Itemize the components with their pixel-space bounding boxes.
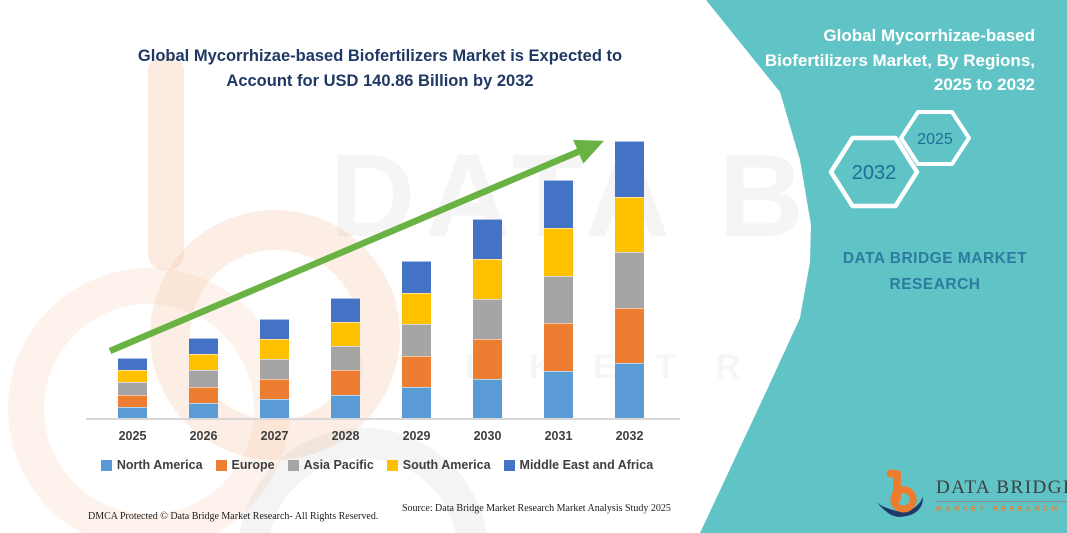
segment-europe <box>615 307 644 364</box>
segment-north-america <box>331 394 360 419</box>
segment-middle-east-and-africa <box>402 261 431 293</box>
segment-middle-east-and-africa <box>473 218 502 259</box>
legend-swatch <box>215 459 227 471</box>
segment-middle-east-and-africa <box>189 338 218 355</box>
segment-asia-pacific <box>118 382 147 395</box>
segment-europe <box>189 386 218 403</box>
segment-south-america <box>615 196 644 253</box>
legend-item-north-america: North America <box>100 458 203 472</box>
segment-asia-pacific <box>260 358 289 379</box>
segment-europe <box>473 338 502 379</box>
bar-2028 <box>331 297 360 419</box>
segment-north-america <box>118 406 147 419</box>
segment-north-america <box>189 402 218 419</box>
legend-label: South America <box>402 458 491 472</box>
bar-2032 <box>615 141 644 419</box>
segment-north-america <box>615 363 644 419</box>
x-tick-2026: 2026 <box>189 429 218 443</box>
legend-swatch <box>287 459 299 471</box>
bar-2027 <box>260 318 289 419</box>
legend-item-south-america: South America <box>386 458 491 472</box>
x-axis-line <box>86 418 680 420</box>
legend-swatch <box>386 459 398 471</box>
x-tick-2027: 2027 <box>260 429 289 443</box>
year-hexagons: 2032 2025 <box>828 110 971 209</box>
bar-2026 <box>189 338 218 419</box>
legend-label: North America <box>116 458 203 472</box>
segment-europe <box>331 370 360 395</box>
bar-2031 <box>544 180 573 419</box>
bar-2029 <box>402 261 431 419</box>
legend-label: Middle East and Africa <box>519 458 654 472</box>
x-tick-2031: 2031 <box>544 429 573 443</box>
segment-europe <box>118 394 147 407</box>
segment-north-america <box>473 378 502 419</box>
legend-swatch <box>503 459 515 471</box>
hexagon-2032 <box>828 135 920 209</box>
chart-title: Global Mycorrhizae-based Biofertilizers … <box>137 47 623 90</box>
hexagon-2032-label: 2032 <box>852 162 897 184</box>
dbmr-logo-text: DATA BRIDGE MARKET RESEARCH <box>936 477 1067 513</box>
legend-label: Asia Pacific <box>303 458 374 472</box>
panel-brand-caption-text: DATA BRIDGE MARKET RESEARCH <box>842 250 1028 293</box>
segment-north-america <box>544 371 573 419</box>
x-tick-2029: 2029 <box>402 429 431 443</box>
x-tick-2032: 2032 <box>615 429 644 443</box>
legend-item-europe: Europe <box>215 458 275 472</box>
stacked-bar-chart <box>88 130 678 419</box>
chart-legend: North America Europe Asia Pacific South Ame… <box>88 458 666 472</box>
segment-europe <box>402 355 431 388</box>
segment-asia-pacific <box>473 298 502 339</box>
panel-brand-caption: DATA BRIDGE MARKET RESEARCH <box>810 246 1060 297</box>
hexagon-2025 <box>899 110 971 166</box>
segment-asia-pacific <box>615 252 644 308</box>
segment-south-america <box>260 338 289 359</box>
logo-swoosh-shape <box>877 496 923 517</box>
x-tick-2030: 2030 <box>473 429 502 443</box>
segment-north-america <box>260 398 289 419</box>
segment-middle-east-and-africa <box>544 180 573 228</box>
legend-label: Europe <box>231 458 275 472</box>
panel-title: Global Mycorrhizae-based Biofertilizers … <box>764 26 1035 95</box>
x-tick-2025: 2025 <box>118 429 147 443</box>
segment-middle-east-and-africa <box>615 141 644 197</box>
segment-middle-east-and-africa <box>118 358 147 371</box>
segment-south-america <box>402 292 431 325</box>
logo-b-bowl <box>890 486 917 513</box>
trend-arrow <box>108 139 604 354</box>
segment-asia-pacific <box>402 324 431 356</box>
segment-europe <box>260 378 289 399</box>
segment-asia-pacific <box>189 370 218 387</box>
logo-swoosh-tail <box>884 509 916 517</box>
dbmr-logo: DATA BRIDGE MARKET RESEARCH <box>872 466 1067 524</box>
legend-item-asia-pacific: Asia Pacific <box>287 458 374 472</box>
legend-item-middle-east-and-africa: Middle East and Africa <box>503 458 654 472</box>
dbmr-logo-icon <box>877 469 923 517</box>
x-tick-2028: 2028 <box>331 429 360 443</box>
segment-middle-east-and-africa <box>260 318 289 339</box>
bar-2030 <box>473 218 502 419</box>
dbmr-logo-divider <box>936 501 1067 502</box>
segment-middle-east-and-africa <box>331 297 360 322</box>
bar-2025 <box>118 358 147 419</box>
dbmr-logo-subtitle: MARKET RESEARCH <box>936 504 1061 513</box>
legend-swatch <box>100 459 112 471</box>
segment-south-america <box>544 227 573 276</box>
dmca-notice: DMCA Protected © Data Bridge Market Rese… <box>88 511 379 522</box>
segment-europe <box>544 323 573 372</box>
hexagon-2025-label: 2025 <box>917 131 953 148</box>
segment-south-america <box>189 354 218 371</box>
segment-south-america <box>118 370 147 383</box>
segment-south-america <box>473 258 502 299</box>
source-note: Source: Data Bridge Market Research Mark… <box>402 503 671 514</box>
dbmr-logo-name: DATA BRIDGE <box>936 477 1067 498</box>
segment-north-america <box>402 387 431 419</box>
segment-asia-pacific <box>331 346 360 371</box>
segment-south-america <box>331 321 360 347</box>
segment-asia-pacific <box>544 275 573 324</box>
